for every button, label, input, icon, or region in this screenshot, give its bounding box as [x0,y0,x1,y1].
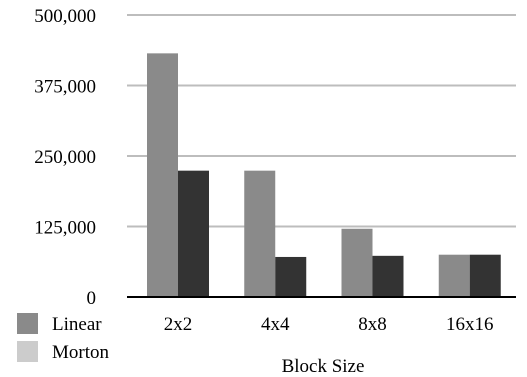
x-tick-labels: 2x2 4x4 8x8 16x16 [164,314,494,335]
bar-morton-8x8 [372,255,404,297]
legend-label-linear: Linear [52,314,102,335]
bars [147,53,501,297]
x-tick-label: 4x4 [261,314,290,335]
bar-linear-4x4 [244,170,276,297]
legend-label-morton: Morton [52,342,110,363]
legend: Linear Morton [17,313,110,363]
x-tick-label: 8x8 [358,314,387,335]
y-tick-label: 500,000 [34,6,96,27]
y-tick-label: 125,000 [34,218,96,239]
y-tick-labels: 0 125,000 250,000 375,000 500,000 [34,6,96,309]
legend-swatch-morton [17,341,38,362]
bar-morton-2x2 [178,170,209,297]
y-tick-label: 375,000 [34,77,96,98]
bar-linear-8x8 [341,228,373,297]
bar-morton-16x16 [469,254,501,297]
bar-linear-16x16 [438,254,470,297]
legend-swatch-linear [17,313,38,334]
gridlines [127,14,516,228]
bar-linear-2x2 [147,53,178,297]
x-tick-label: 16x16 [446,314,494,335]
x-axis-label: Block Size [282,356,365,377]
x-tick-label: 2x2 [164,314,193,335]
y-tick-label: 250,000 [34,147,96,168]
y-tick-label: 0 [87,288,97,309]
bar-morton-4x4 [275,256,307,297]
